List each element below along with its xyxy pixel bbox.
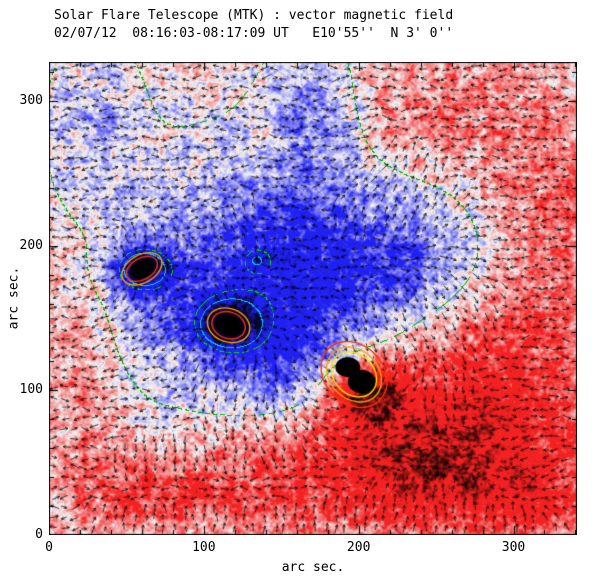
magnetogram-canvas	[49, 62, 577, 535]
y-tick-label: 100	[19, 382, 43, 398]
x-tick-label: 100	[192, 540, 216, 555]
x-tick-label: 300	[501, 540, 526, 555]
y-tick-label: 0	[35, 527, 43, 542]
y-tick-label: 300	[19, 93, 43, 109]
figure-subtitle: 02/07/12 08:16:03-08:17:09 UT E10'55'' N…	[54, 26, 454, 41]
plot-frame	[49, 62, 577, 535]
x-tick-label: 0	[45, 540, 53, 555]
figure-title: Solar Flare Telescope (MTK) : vector mag…	[54, 8, 454, 23]
y-tick-label: 200	[19, 237, 43, 253]
y-axis-title: arc sec.	[6, 266, 22, 330]
x-tick-label: 200	[346, 540, 371, 555]
x-axis-title: arc sec.	[281, 560, 345, 575]
